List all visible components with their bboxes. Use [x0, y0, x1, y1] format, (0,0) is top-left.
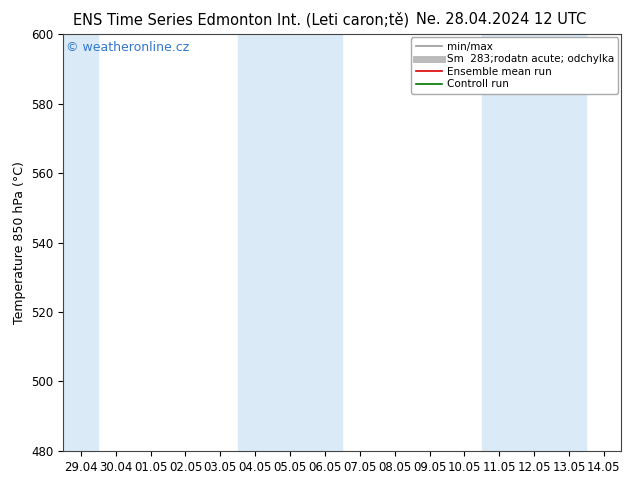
Bar — [482, 34, 517, 451]
Text: ENS Time Series Edmonton Int. (Leti caron;tě): ENS Time Series Edmonton Int. (Leti caro… — [73, 12, 409, 28]
Bar — [517, 34, 552, 451]
Bar — [63, 34, 98, 451]
Legend: min/max, Sm  283;rodatn acute; odchylka, Ensemble mean run, Controll run: min/max, Sm 283;rodatn acute; odchylka, … — [411, 37, 618, 94]
Bar — [273, 34, 307, 451]
Text: Ne. 28.04.2024 12 UTC: Ne. 28.04.2024 12 UTC — [416, 12, 586, 27]
Bar — [238, 34, 273, 451]
Bar — [307, 34, 342, 451]
Y-axis label: Temperature 850 hPa (°C): Temperature 850 hPa (°C) — [13, 161, 26, 324]
Bar — [552, 34, 586, 451]
Text: © weatheronline.cz: © weatheronline.cz — [66, 41, 190, 53]
